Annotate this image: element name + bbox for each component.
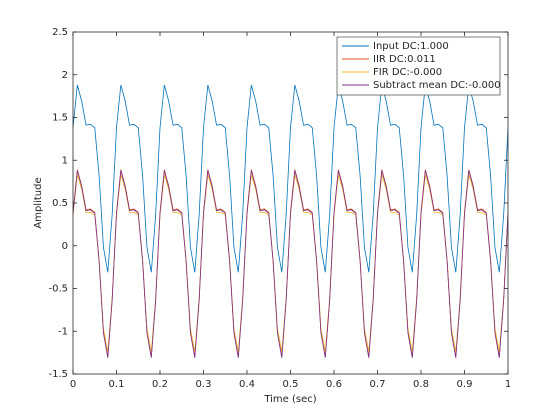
series-line <box>73 84 508 273</box>
legend-label: FIR DC:-0.000 <box>373 67 442 78</box>
y-tick-label: 0 <box>62 241 68 252</box>
x-tick-label: 0.7 <box>370 379 386 390</box>
y-tick-label: 1.5 <box>52 113 68 124</box>
legend-label: Input DC:1.000 <box>373 41 449 52</box>
x-tick-label: 0.3 <box>196 379 212 390</box>
series-line <box>73 170 508 358</box>
y-tick-label: 2 <box>62 70 68 81</box>
y-tick-label: -1 <box>58 326 68 337</box>
y-tick-label: -0.5 <box>48 284 68 295</box>
x-tick-label: 0.8 <box>413 379 429 390</box>
y-tick-label: -1.5 <box>48 369 68 380</box>
x-tick-label: 0.4 <box>239 379 255 390</box>
y-tick-label: 2.5 <box>52 27 68 38</box>
x-tick-label: 0.6 <box>326 379 342 390</box>
y-tick-label: 0.5 <box>52 198 68 209</box>
x-axis-label: Time (sec) <box>263 394 316 405</box>
legend-label: IIR DC:0.011 <box>373 54 436 65</box>
x-tick-label: 0.5 <box>283 379 299 390</box>
x-tick-label: 0 <box>70 379 76 390</box>
y-tick-label: 1 <box>62 155 68 166</box>
x-tick-label: 0.2 <box>152 379 168 390</box>
y-axis-label: Amplitude <box>33 177 44 228</box>
x-tick-label: 1 <box>505 379 511 390</box>
x-tick-label: 0.9 <box>457 379 473 390</box>
legend-label: Subtract mean DC:-0.000 <box>373 80 501 91</box>
x-tick-label: 0.1 <box>109 379 125 390</box>
